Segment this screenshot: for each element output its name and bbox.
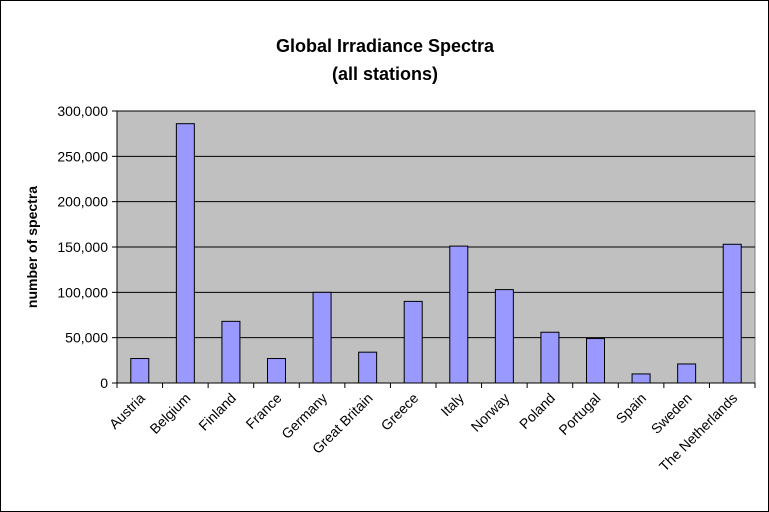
y-tick-label: 0 (100, 375, 108, 391)
x-tick-label: France (242, 390, 284, 432)
y-tick-label: 300,000 (57, 103, 108, 119)
y-tick-label: 100,000 (57, 284, 108, 300)
bar-norway (494, 289, 514, 384)
x-tick-label: Spain (613, 390, 650, 427)
x-tick-label: Greece (378, 390, 422, 434)
bar-spain (631, 373, 651, 384)
bar-portugal (586, 338, 605, 384)
bar-austria (130, 358, 150, 384)
bar-finland (221, 320, 241, 384)
bar-italy (449, 245, 469, 384)
x-tick-label: Austria (106, 390, 148, 432)
y-tick-label: 250,000 (57, 148, 108, 164)
x-tick-label: Norway (468, 390, 513, 435)
y-axis-label: number of spectra (24, 186, 40, 308)
bar-greece (403, 300, 423, 384)
bar-the-netherlands (722, 243, 742, 384)
bar-poland (540, 331, 560, 384)
bar-belgium (175, 123, 195, 384)
chart-title: Global Irradiance Spectra (276, 36, 495, 56)
x-tick-label: Finland (195, 390, 239, 434)
y-tick-label: 150,000 (57, 239, 108, 255)
x-tick-label: The Netherlands (656, 390, 741, 475)
bar-france (267, 358, 286, 384)
x-tick-label: Belgium (146, 390, 193, 437)
x-tick-label: Italy (437, 390, 466, 419)
bar-sweden (677, 363, 697, 384)
x-tick-label: Poland (516, 390, 558, 432)
bar-great-britain (358, 351, 378, 384)
y-tick-label: 200,000 (57, 194, 108, 210)
x-tick-label: Portugal (555, 390, 603, 438)
y-tick-label: 50,000 (65, 330, 108, 346)
chart-subtitle: (all stations) (332, 64, 438, 84)
bar-germany (312, 291, 332, 384)
